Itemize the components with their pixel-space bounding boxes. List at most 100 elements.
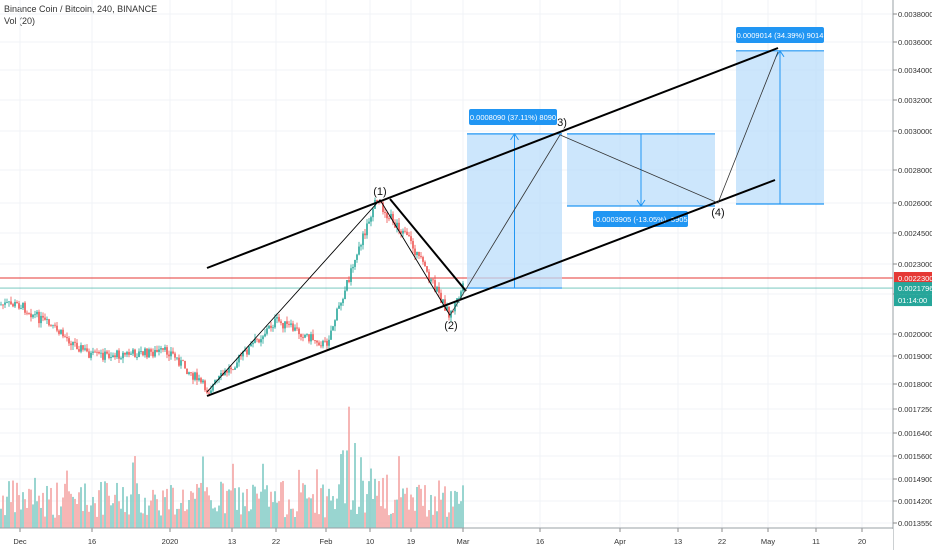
- volume-bar: [212, 508, 214, 528]
- candle-body: [232, 369, 234, 371]
- volume-bar: [178, 508, 180, 528]
- candle-body: [196, 372, 198, 381]
- volume-bar: [344, 503, 346, 528]
- volume-bar: [38, 495, 40, 528]
- candle-body: [402, 230, 404, 234]
- volume-bar: [296, 511, 298, 528]
- volume-bar: [72, 496, 74, 528]
- candle-body: [52, 324, 54, 326]
- volume-bar: [58, 515, 60, 528]
- candle-body: [294, 327, 296, 331]
- chart-grid: [0, 0, 893, 528]
- candle-body: [438, 286, 440, 293]
- volume-bar: [222, 483, 224, 528]
- candle-body: [354, 259, 356, 267]
- volume-bar: [232, 463, 234, 528]
- candle-body: [266, 328, 268, 334]
- volume-bar: [364, 512, 366, 528]
- candle-body: [150, 349, 152, 352]
- volume-bar: [378, 481, 380, 528]
- candle-body: [234, 367, 236, 370]
- candle-body: [90, 352, 92, 358]
- candle-body: [146, 348, 148, 358]
- candle-body: [292, 323, 294, 331]
- trendline-drawings[interactable]: [206, 47, 779, 397]
- volume-bar: [28, 488, 30, 528]
- candle-body: [410, 236, 412, 242]
- volume-bar: [430, 494, 432, 528]
- volume-bar: [164, 497, 166, 528]
- volume-bar: [150, 500, 152, 528]
- candle-body: [86, 348, 88, 352]
- volume-bar: [140, 512, 142, 528]
- candle-body: [114, 355, 116, 358]
- volume-bar: [100, 481, 102, 528]
- volume-bar: [198, 487, 200, 528]
- volume-bar: [294, 516, 296, 528]
- volume-bar: [82, 511, 84, 528]
- price-projections[interactable]: 0.0008090 (37.11%) 8090 -0.0003905 (-13.0…: [467, 27, 824, 289]
- volume-bar: [92, 496, 94, 528]
- candle-body: [414, 248, 416, 256]
- volume-bar: [442, 492, 444, 528]
- volume-bar: [166, 488, 168, 528]
- volume-bar: [204, 491, 206, 528]
- volume-bar: [346, 450, 348, 528]
- candle-body: [312, 334, 314, 341]
- candle-body: [164, 347, 166, 350]
- price-tick-label: 0.0023000: [898, 260, 932, 269]
- volume-bar: [380, 506, 382, 528]
- candle-body: [250, 344, 252, 347]
- volume-bar: [386, 474, 388, 528]
- volume-bar: [404, 493, 406, 528]
- volume-bar: [70, 493, 72, 528]
- candle-body: [148, 349, 150, 358]
- candle-body: [442, 299, 444, 303]
- volume-bar: [400, 497, 402, 528]
- candle-body: [314, 340, 316, 341]
- price-tick-label: 0.0026000: [898, 199, 932, 208]
- volume-bar: [412, 497, 414, 528]
- volume-bar: [174, 514, 176, 528]
- candle-body: [262, 336, 264, 340]
- candle-body: [248, 346, 250, 355]
- candle-body: [92, 351, 94, 353]
- candle-body: [208, 392, 210, 394]
- volume-bar: [0, 508, 2, 528]
- volume-bar: [432, 514, 434, 528]
- candle-body: [282, 322, 284, 329]
- volume-bar: [428, 510, 430, 528]
- volume-bar: [170, 485, 172, 528]
- price-tick-label: 0.0016400: [898, 429, 932, 438]
- candle-body: [350, 268, 352, 282]
- price-tick-label: 0.0020000: [898, 330, 932, 339]
- volume-bar: [360, 457, 362, 528]
- volume-bar: [136, 483, 138, 528]
- candle-body: [190, 372, 192, 374]
- time-tick-label: Mar: [457, 537, 470, 546]
- volume-bar: [44, 516, 46, 528]
- volume-bar: [408, 509, 410, 528]
- candle-body: [118, 350, 120, 359]
- candle-body: [160, 348, 162, 350]
- volume-bar: [176, 508, 178, 528]
- candle-body: [194, 372, 196, 380]
- candle-body: [10, 301, 12, 305]
- volume-bar: [238, 487, 240, 528]
- volume-bar: [350, 509, 352, 528]
- candle-body: [188, 372, 190, 375]
- candle-body: [154, 349, 156, 357]
- projection-rise-2-arrow-head: [775, 49, 785, 58]
- candle-body: [364, 233, 366, 236]
- volume-bar: [132, 462, 134, 528]
- candle-body: [36, 311, 38, 315]
- volume-bar: [236, 509, 238, 528]
- candle-body: [340, 303, 342, 306]
- candle-body: [404, 230, 406, 232]
- candlestick-series: [0, 197, 464, 397]
- candle-body: [406, 231, 408, 236]
- candle-body: [298, 328, 300, 335]
- volume-bar: [306, 498, 308, 528]
- volume-bar: [116, 482, 118, 528]
